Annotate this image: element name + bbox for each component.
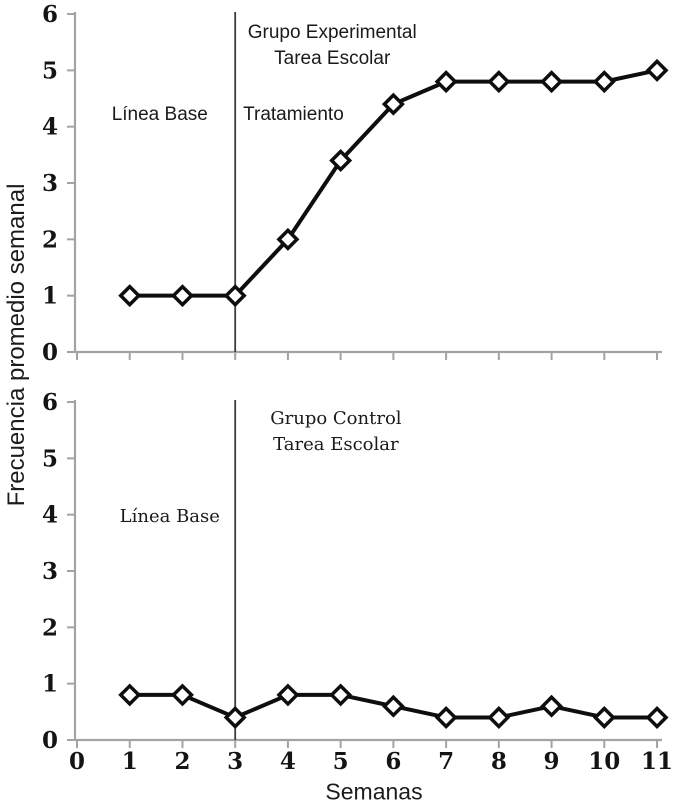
data-point-marker xyxy=(540,70,564,94)
data-point-marker xyxy=(223,284,247,308)
y-tick-label: 4 xyxy=(42,114,58,141)
x-tick-label: 5 xyxy=(333,748,349,775)
x-tick-label: 1 xyxy=(122,748,138,775)
data-point-marker xyxy=(118,284,142,308)
chart-annotation: Grupo Experimental xyxy=(248,22,417,43)
y-tick-label: 6 xyxy=(42,389,58,416)
data-point-marker xyxy=(329,683,353,707)
x-axis-title: Semanas xyxy=(325,778,423,805)
panel-control: 0 1 2 3 4 5 6 0 1 2 3 4 5 6 7 8 9 10 11 Grupo Control Tarea … xyxy=(42,389,673,775)
data-point-marker xyxy=(381,694,405,718)
data-point-marker xyxy=(170,284,194,308)
data-point-marker xyxy=(592,705,616,729)
y-axis-title: Frecuencia promedio semanal xyxy=(3,183,30,507)
x-tick-label: 6 xyxy=(385,748,401,775)
chart-annotation: Línea Base xyxy=(112,104,208,125)
chart-annotation: Línea Base xyxy=(120,506,220,527)
data-point-marker xyxy=(276,227,300,251)
data-point-marker xyxy=(487,70,511,94)
y-tick-label: 3 xyxy=(42,558,58,585)
data-point-marker xyxy=(540,694,564,718)
x-tick-label: 2 xyxy=(174,748,190,775)
data-point-marker xyxy=(170,683,194,707)
y-tick-label: 4 xyxy=(42,502,58,529)
data-point-marker xyxy=(487,705,511,729)
chart-annotation: Grupo Control xyxy=(270,408,402,429)
y-tick-label: 2 xyxy=(42,226,58,253)
y-tick-label: 5 xyxy=(42,57,58,84)
y-tick-label: 5 xyxy=(42,445,58,472)
y-tick-label: 1 xyxy=(42,283,58,310)
x-tick-label: 0 xyxy=(69,748,85,775)
data-point-marker xyxy=(434,705,458,729)
data-point-marker xyxy=(381,92,405,116)
data-point-marker xyxy=(592,70,616,94)
data-point-marker xyxy=(118,683,142,707)
x-tick-label: 4 xyxy=(280,748,296,775)
data-point-marker xyxy=(645,58,669,82)
x-tick-label: 11 xyxy=(641,748,673,775)
y-tick-label: 0 xyxy=(42,727,58,754)
data-point-marker xyxy=(329,149,353,172)
data-point-marker xyxy=(434,70,458,94)
x-tick-label: 7 xyxy=(438,748,454,775)
x-tick-label: 10 xyxy=(588,748,620,775)
data-point-marker xyxy=(645,705,669,729)
panel-experimental: 0 1 2 3 4 5 6 Grupo Experimental Tarea Escolar Lí… xyxy=(42,1,669,366)
y-tick-label: 3 xyxy=(42,170,58,197)
chart-annotation: Tarea Escolar xyxy=(273,434,399,455)
y-tick-label: 0 xyxy=(42,339,58,366)
y-tick-label: 1 xyxy=(42,671,58,698)
x-tick-label: 8 xyxy=(491,748,507,775)
y-tick-label: 2 xyxy=(42,614,58,641)
chart-annotation: Tarea Escolar xyxy=(274,48,391,69)
data-point-marker xyxy=(223,705,247,729)
x-tick-label: 9 xyxy=(544,748,560,775)
x-tick-label: 3 xyxy=(227,748,243,775)
data-point-marker xyxy=(276,683,300,707)
chart-annotation: Tratamiento xyxy=(243,104,344,125)
y-tick-label: 6 xyxy=(42,1,58,28)
